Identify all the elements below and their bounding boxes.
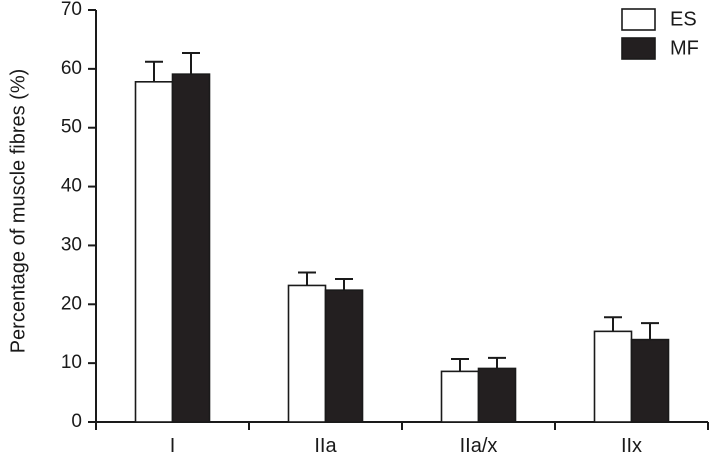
legend: ES MF [621,8,699,60]
bar-mf [630,338,670,423]
y-tick-label: 70 [61,0,82,20]
bar-mf [171,73,211,423]
bar-es [287,284,327,423]
y-tick-label: 30 [61,234,82,255]
y-tick-label: 50 [61,117,82,138]
bar-es [593,330,633,423]
legend-label-mf: MF [670,37,699,59]
bar-mf [324,289,364,423]
y-tick-label: 0 [71,411,82,432]
y-tick-label: 40 [61,176,82,197]
y-axis-title: Percentage of muscle fibres (%) [7,69,29,354]
legend-swatch-es [621,8,656,31]
bar-mf [477,367,517,423]
legend-label-es: ES [670,8,697,30]
x-category-label: IIx [621,435,642,457]
bar-es [134,81,174,423]
x-category-label: I [170,435,176,457]
y-tick-label: 20 [61,293,82,314]
y-tick-label: 60 [61,58,82,79]
bar-es [440,370,480,423]
bars [134,51,670,423]
y-tick-label: 10 [61,352,82,373]
x-category-label: IIa [314,435,337,457]
legend-swatch-mf [621,37,656,60]
x-category-label: IIa/x [460,435,498,457]
